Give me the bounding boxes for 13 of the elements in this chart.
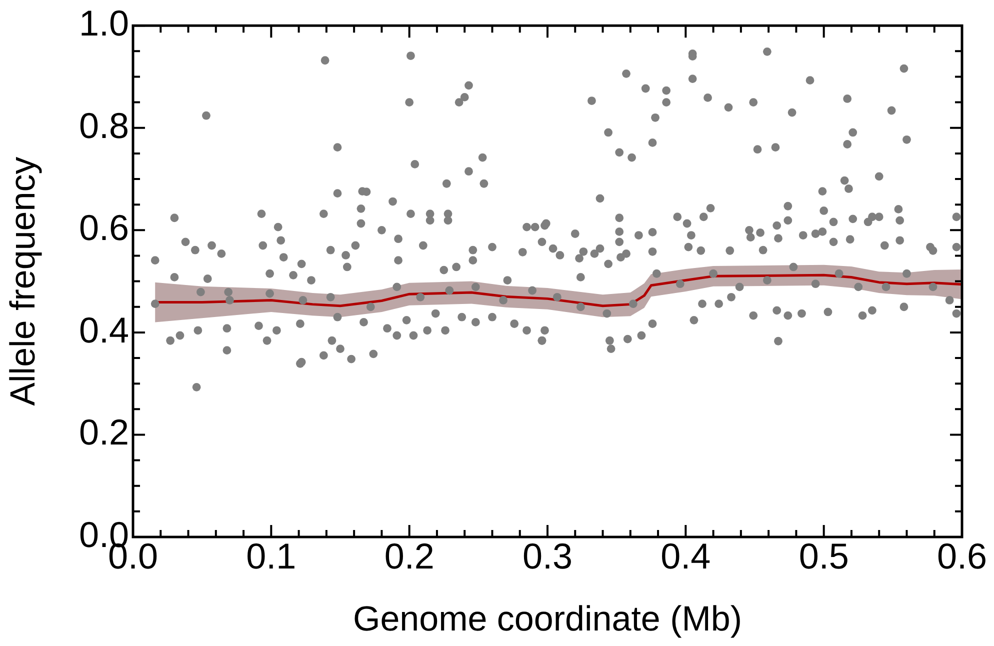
y-tick-label: 0.4: [78, 309, 129, 350]
y-tick-label: 0.6: [78, 207, 129, 248]
x-tick-label: 0.5: [798, 536, 849, 577]
x-tick-label: 0.1: [246, 536, 296, 577]
y-tick-label: 0.8: [78, 104, 129, 146]
y-axis-title: Allele frequency: [4, 156, 43, 406]
x-tick-label: 0.3: [522, 536, 573, 577]
x-tick-label: 0.2: [384, 536, 434, 577]
x-tick-label: 0.4: [660, 536, 711, 577]
x-axis-title: Genome coordinate (Mb): [352, 600, 742, 639]
y-tick-label: 0.2: [78, 412, 129, 453]
y-tick-label: 1.0: [78, 2, 129, 44]
x-tick-label: 0.6: [936, 536, 988, 577]
